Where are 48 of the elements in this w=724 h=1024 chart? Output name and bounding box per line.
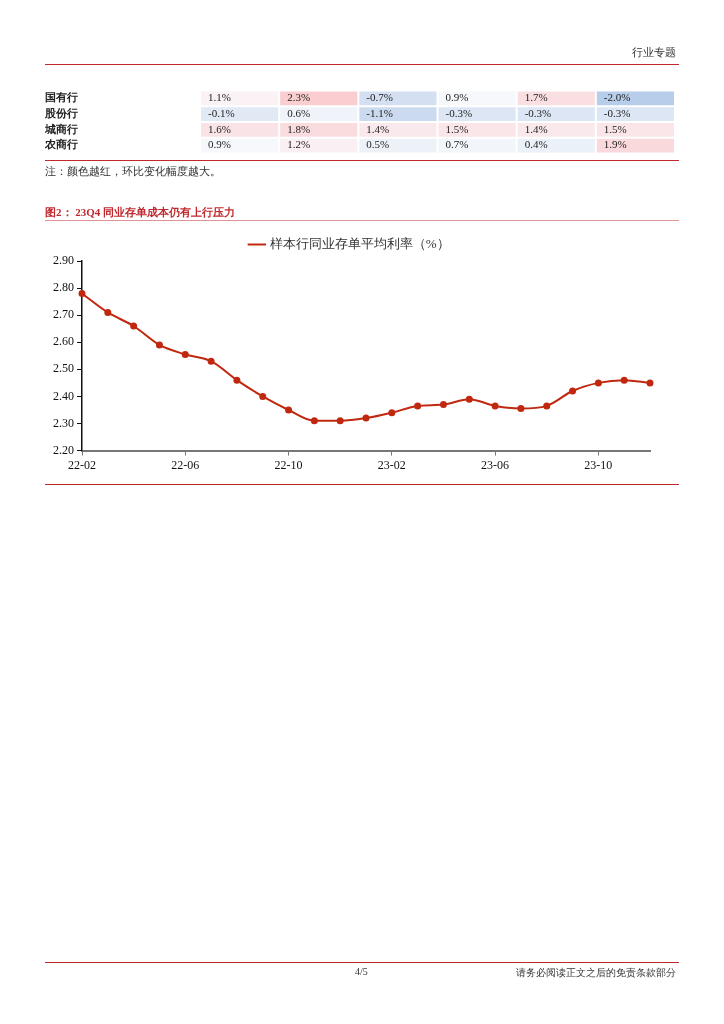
y-tick-label: 股份行 [44,106,78,119]
x-tick-label: 22-10 [274,457,303,472]
data-label: 1.1% [208,91,231,104]
data-label: 0.7% [445,138,469,151]
data-label: 1.8% [287,122,311,135]
y-tick-label: 2.40 [53,388,74,403]
y-tick-label: 国有行 [45,91,78,104]
y-tick-label: 2.80 [53,280,74,295]
data-label: 1.5% [603,122,627,135]
data-label: -0.3% [603,107,631,120]
data-label: 0.4% [524,138,548,151]
data-label: 0.9% [445,91,469,104]
data-label: 1.4% [366,122,390,135]
data-label: 0.5% [366,138,390,151]
x-tick-label: 22-02 [68,457,96,472]
x-tick-label: 22-06 [171,457,200,472]
text: 注：颜色越红，环比变化幅度越大。 [45,164,221,179]
y-tick-label: 2.20 [53,442,74,457]
x-tick-label: 23-10 [584,457,613,472]
chart-title: 图2： 23Q4 同业存单成本仍有上行压力 [45,205,236,220]
legend-label: 样本行同业存单平均利率（%） [269,235,450,251]
data-label: -2.0% [603,91,631,104]
y-tick-label: 2.90 [53,253,74,268]
data-label: -1.1% [366,107,393,120]
text: 4/5 [355,966,368,977]
data-label: 1.2% [287,138,311,151]
data-label: 1.9% [603,138,627,151]
x-tick-label: 23-06 [481,457,510,472]
data-label: 1.4% [524,122,548,135]
data-label: -0.3% [445,107,473,120]
data-label: 1.7% [524,91,548,104]
data-label: -0.3% [524,107,552,120]
data-label: -0.7% [366,91,393,104]
y-tick-label: 2.60 [53,334,74,349]
y-tick-label: 2.50 [53,361,74,376]
data-label: 1.6% [208,122,231,135]
y-tick-label: 2.70 [53,307,74,322]
y-tick-label: 2.30 [53,415,74,430]
data-label: 2.3% [287,91,311,104]
text: 请务必阅读正文之后的免责条款部分 [516,966,676,980]
data-label: 1.5% [445,122,469,135]
y-tick-label: 城商行 [44,122,78,135]
text: 行业专题 [632,45,676,60]
data-label: -0.1% [208,107,235,120]
x-tick-label: 23-02 [377,457,406,472]
y-tick-label: 农商行 [44,138,78,151]
data-label: 0.6% [287,107,311,120]
data-label: 0.9% [208,138,231,151]
